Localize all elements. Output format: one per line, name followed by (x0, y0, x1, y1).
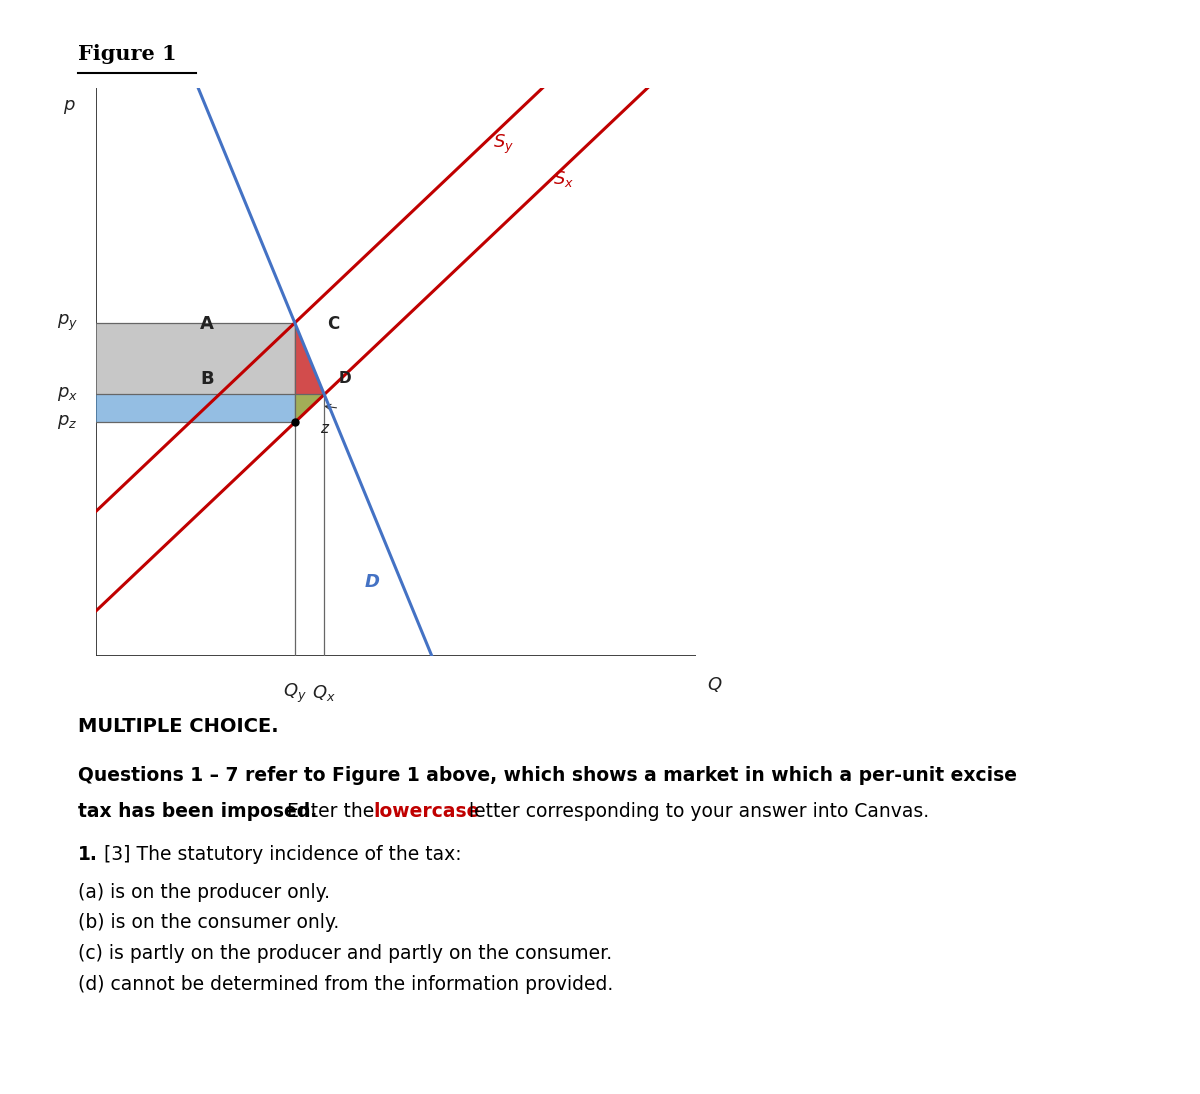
Text: (b) is on the consumer only.: (b) is on the consumer only. (78, 913, 340, 932)
Text: Questions 1 – 7 refer to Figure 1 above, which shows a market in which a per-uni: Questions 1 – 7 refer to Figure 1 above,… (78, 766, 1018, 784)
Text: p: p (64, 95, 74, 114)
Text: $Q_y$: $Q_y$ (283, 682, 307, 705)
Text: $p_x$: $p_x$ (56, 385, 78, 404)
Text: $p_z$: $p_z$ (58, 414, 77, 431)
Text: D: D (338, 371, 352, 386)
Text: (d) cannot be determined from the information provided.: (d) cannot be determined from the inform… (78, 975, 613, 993)
Text: MULTIPLE CHOICE.: MULTIPLE CHOICE. (78, 717, 278, 735)
Text: lowercase: lowercase (373, 802, 480, 820)
Text: (c) is partly on the producer and partly on the consumer.: (c) is partly on the producer and partly… (78, 944, 612, 963)
Text: letter corresponding to your answer into Canvas.: letter corresponding to your answer into… (463, 802, 929, 820)
Text: $p_y$: $p_y$ (56, 313, 78, 333)
Polygon shape (295, 395, 324, 422)
Polygon shape (96, 395, 295, 422)
Text: Enter the: Enter the (281, 802, 380, 820)
Text: B: B (200, 370, 214, 387)
Text: $S_x$: $S_x$ (553, 168, 575, 188)
Text: D: D (365, 573, 379, 592)
Text: Figure 1: Figure 1 (78, 44, 176, 63)
Text: [3] The statutory incidence of the tax:: [3] The statutory incidence of the tax: (104, 845, 462, 863)
Text: $Q_x$: $Q_x$ (312, 684, 336, 703)
Text: $S_y$: $S_y$ (493, 132, 515, 156)
Text: (a) is on the producer only.: (a) is on the producer only. (78, 883, 330, 901)
Text: 1.: 1. (78, 845, 98, 863)
Text: z: z (320, 421, 328, 437)
Polygon shape (295, 323, 324, 395)
Text: C: C (326, 315, 340, 333)
Text: Q: Q (707, 676, 721, 694)
Text: A: A (200, 315, 214, 333)
Polygon shape (96, 323, 295, 395)
Text: tax has been imposed.: tax has been imposed. (78, 802, 317, 820)
